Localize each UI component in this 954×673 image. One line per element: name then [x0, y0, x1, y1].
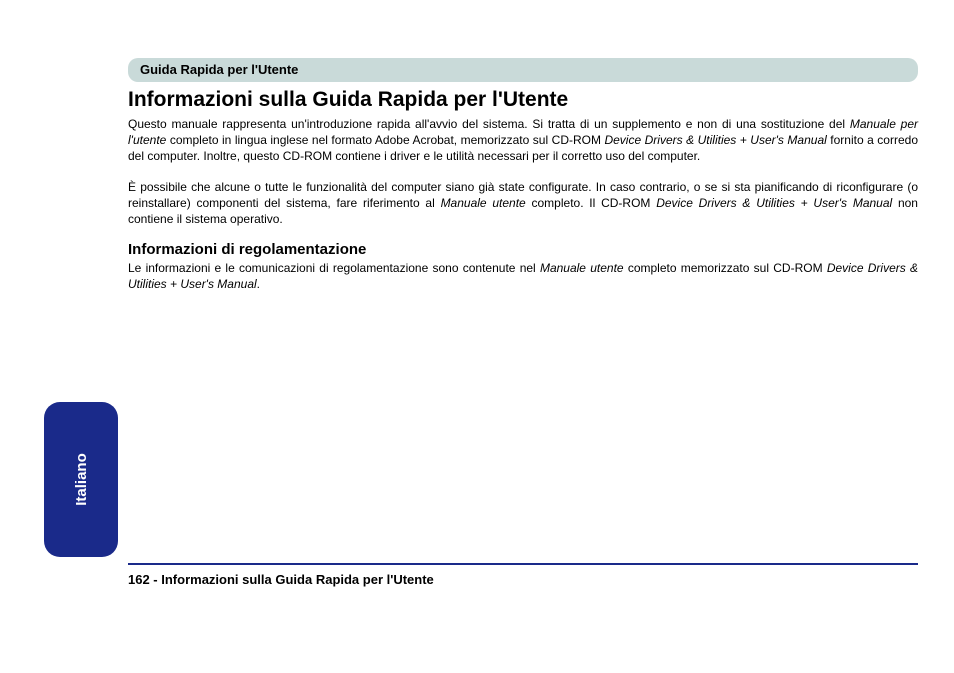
para3-text-b: completo memorizzato sul CD-ROM: [624, 261, 827, 275]
page-content: Guida Rapida per l'Utente Informazioni s…: [128, 58, 918, 307]
footer-title: Informazioni sulla Guida Rapida per l'Ut…: [158, 572, 434, 587]
footer-text: 162 - Informazioni sulla Guida Rapida pe…: [128, 572, 434, 587]
para3-italic-1: Manuale utente: [540, 261, 624, 275]
intro-paragraph-1: Questo manuale rappresenta un'introduzio…: [128, 116, 918, 165]
para1-text-b: completo in lingua inglese nel formato A…: [166, 133, 604, 147]
page-title: Informazioni sulla Guida Rapida per l'Ut…: [128, 88, 918, 112]
section-header-text: Guida Rapida per l'Utente: [140, 62, 298, 77]
para2-text-b: completo. Il CD-ROM: [526, 196, 656, 210]
para2-italic-2: Device Drivers & Utilities + User's Manu…: [656, 196, 892, 210]
footer-divider: [128, 563, 918, 565]
para1-italic-2: Device Drivers & Utilities + User's Manu…: [604, 133, 826, 147]
intro-paragraph-2: È possibile che alcune o tutte le funzio…: [128, 179, 918, 228]
para1-text-a: Questo manuale rappresenta un'introduzio…: [128, 117, 850, 131]
para3-text-a: Le informazioni e le comunicazioni di re…: [128, 261, 540, 275]
language-tab: Italiano: [44, 402, 118, 557]
section-header-bar: Guida Rapida per l'Utente: [128, 58, 918, 82]
page-number: 162 -: [128, 572, 158, 587]
para2-italic-1: Manuale utente: [441, 196, 526, 210]
regulation-paragraph: Le informazioni e le comunicazioni di re…: [128, 260, 918, 292]
subsection-heading: Informazioni di regolamentazione: [128, 241, 918, 258]
language-tab-label: Italiano: [72, 453, 89, 506]
para3-text-c: .: [257, 277, 260, 291]
